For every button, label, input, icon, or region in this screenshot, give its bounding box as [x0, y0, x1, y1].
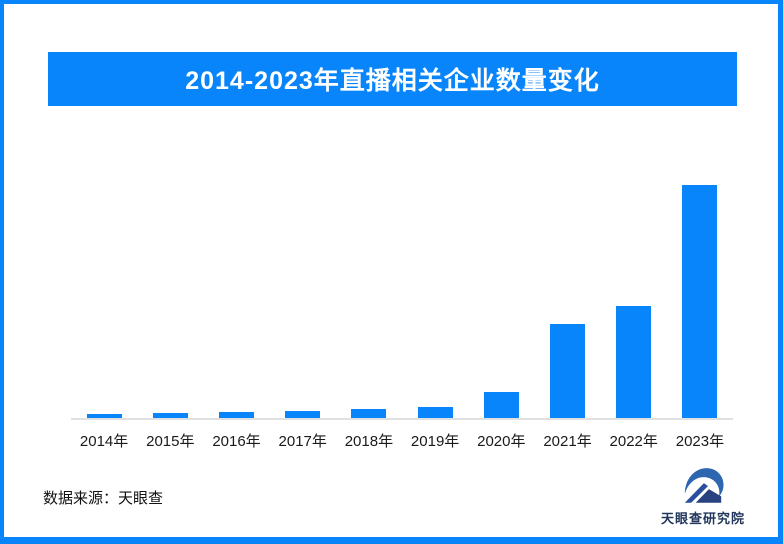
x-axis-labels: 2014年 2015年 2016年 2017年 2018年 2019年 2020年 2021年… [71, 430, 733, 452]
x-tick-2022年: 2022年 [609, 433, 658, 450]
bar-2015年 [152, 413, 188, 418]
bar-2017年 [285, 411, 321, 418]
bar-slot-2021年 [534, 150, 600, 418]
tianyancha-eagle-house-icon [684, 468, 724, 503]
bar-slot-2022年 [601, 150, 667, 418]
data-source-note: 数据来源：天眼查 [43, 490, 164, 507]
bar-2018年 [351, 409, 387, 418]
bar-slot-2014年 [71, 150, 137, 418]
bar-2020年 [483, 392, 519, 418]
x-tick-2017年: 2017年 [278, 433, 327, 450]
logo-text: 天眼查研究院 [660, 511, 745, 526]
bar-slot-2017年 [270, 150, 336, 418]
bar-2022年 [616, 306, 652, 418]
bar-2019年 [417, 407, 453, 418]
bar-slot-2018年 [336, 150, 402, 418]
x-tick-2018年: 2018年 [344, 433, 394, 450]
bar-slot-2016年 [203, 150, 269, 418]
bar-2016年 [219, 412, 254, 418]
bar-slot-2023年 [667, 150, 733, 418]
x-tick-2023年: 2023年 [675, 433, 725, 450]
bar-slot-2020年 [468, 150, 534, 418]
bar-chart-plot-area [71, 150, 733, 420]
x-tick-2019年: 2019年 [410, 433, 460, 450]
bar-slot-2015年 [137, 150, 203, 418]
x-tick-2015年: 2015年 [146, 433, 195, 450]
bar-2023年 [682, 185, 718, 418]
tianyancha-logo: 天眼查研究院 [647, 465, 759, 527]
x-tick-2014年: 2014年 [79, 433, 129, 450]
x-tick-2020年: 2020年 [477, 433, 526, 450]
x-tick-2021年: 2021年 [543, 433, 592, 450]
x-tick-2016年: 2016年 [212, 433, 261, 450]
chart-title-banner: 2014-2023年直播相关企业数量变化 [48, 52, 737, 106]
bar-2021年 [550, 324, 586, 418]
bar-2014年 [86, 414, 122, 418]
chart-title: 2014-2023年直播相关企业数量变化 [185, 67, 600, 95]
bar-slot-2019年 [402, 150, 468, 418]
